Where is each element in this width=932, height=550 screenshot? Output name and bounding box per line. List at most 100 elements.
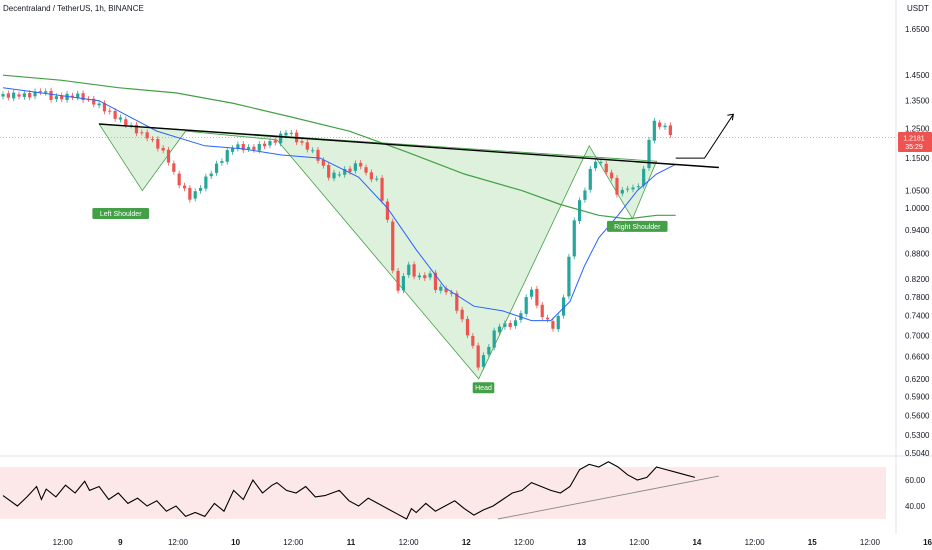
- candle-body: [263, 143, 267, 147]
- rsi-pane[interactable]: [0, 461, 886, 520]
- candle-body: [81, 93, 85, 101]
- price-tick-label: 0.7800: [905, 293, 930, 302]
- time-tick-label: 12:00: [168, 538, 189, 547]
- price-tick-label: 1.6500: [905, 25, 930, 34]
- candle-body: [311, 150, 315, 152]
- time-axis[interactable]: 12:00 9 12:00 10 12:00 11 12:00 12 12:00 13 12:00 1…: [53, 538, 932, 547]
- price-tick-label: 0.7000: [905, 332, 930, 341]
- candle-body: [658, 122, 662, 127]
- price-tick-label: 1.4500: [905, 71, 930, 80]
- candle-body: [364, 167, 368, 173]
- price-tick-label: 1.2500: [905, 124, 930, 133]
- candle-body: [268, 141, 272, 146]
- time-tick-label: 12:00: [629, 538, 650, 547]
- candle-body: [412, 264, 416, 277]
- candle-body: [198, 187, 203, 191]
- candle-body: [97, 103, 101, 106]
- candle-body: [60, 95, 64, 100]
- candle-body: [188, 187, 192, 200]
- candle-body: [316, 149, 320, 161]
- candle-body: [567, 256, 571, 297]
- price-pane[interactable]: Left Shoulder Head Right Shoulder: [0, 74, 896, 394]
- candle-body: [359, 162, 363, 167]
- candle-body: [620, 189, 624, 194]
- candle-body: [407, 264, 411, 276]
- candle-body: [636, 186, 640, 188]
- candle-body: [449, 292, 454, 294]
- candle-body: [535, 288, 539, 306]
- symbol-title: Decentraland / TetherUS, 1h, BINANCE: [3, 4, 144, 13]
- candle-body: [49, 90, 53, 100]
- time-tick-label: 13: [577, 538, 586, 547]
- candle-body: [492, 330, 496, 348]
- time-tick-label: 15: [808, 538, 817, 547]
- candle-body: [230, 148, 235, 152]
- candle-body: [241, 144, 245, 151]
- candle-body: [70, 95, 75, 98]
- projection-arrowhead: [727, 113, 734, 121]
- candle-body: [588, 168, 592, 190]
- candle-body: [369, 172, 373, 180]
- candle-body: [385, 201, 389, 220]
- candle-body: [556, 315, 560, 330]
- candle-body: [455, 293, 459, 311]
- candle-body: [6, 93, 10, 98]
- candle-body: [65, 93, 69, 101]
- rsi-axis[interactable]: 60.00 40.00: [905, 476, 926, 511]
- candle-body: [578, 200, 582, 222]
- price-tick-label: 0.5040: [905, 449, 930, 458]
- candle-body: [513, 320, 518, 326]
- candle-body: [140, 132, 144, 134]
- candle-body: [551, 321, 555, 329]
- candle-body: [305, 142, 309, 150]
- candle-body: [113, 110, 117, 119]
- rsi-tick-label: 40.00: [905, 502, 926, 511]
- price-tick-label: 0.6600: [905, 353, 930, 362]
- candle-body: [647, 139, 651, 169]
- candle-body: [102, 103, 107, 112]
- candle-body: [524, 297, 528, 314]
- price-tick-label: 0.5600: [905, 411, 930, 420]
- pattern-labels: Left Shoulder Head Right Shoulder: [92, 207, 668, 394]
- candle-body: [508, 322, 512, 327]
- candle-body: [161, 147, 165, 151]
- candle-body: [428, 273, 432, 278]
- pattern-label-bg: [92, 207, 150, 219]
- price-tick-label: 0.9400: [905, 226, 930, 235]
- rsi-lines: [2, 461, 719, 520]
- candle-body: [375, 178, 379, 180]
- time-tick-label: 12:00: [745, 538, 766, 547]
- time-tick-label: 16: [923, 538, 932, 547]
- time-tick-label: 12:00: [53, 538, 74, 547]
- price-axis[interactable]: 1.6500 1.4500 1.3500 1.2500 1.1500 1.0500 1.00…: [905, 25, 930, 458]
- candle-body: [610, 172, 614, 179]
- candle-body: [599, 162, 603, 164]
- candle-body: [471, 336, 475, 346]
- candle-body: [76, 93, 80, 98]
- price-tag-background: [898, 132, 932, 152]
- neckline: [99, 123, 719, 169]
- time-tick-label: 9: [118, 538, 123, 547]
- candle-body: [417, 275, 422, 278]
- candle-body: [289, 132, 293, 134]
- time-tick-label: 12:00: [399, 538, 420, 547]
- candle-body: [626, 188, 630, 190]
- candle-body: [594, 161, 598, 169]
- candle-body: [118, 117, 123, 120]
- projection-arrow: [675, 113, 734, 159]
- candles: [1, 88, 672, 371]
- candle-body: [108, 110, 112, 112]
- candle-body: [44, 91, 48, 93]
- time-tick-label: 12:00: [860, 538, 881, 547]
- candle-body: [583, 190, 587, 200]
- candle-body: [209, 173, 213, 177]
- candle-body: [279, 133, 283, 144]
- candle-body: [663, 125, 667, 128]
- candle-body: [156, 139, 160, 149]
- candle-body: [337, 174, 341, 176]
- current-price-text: 1.2181: [903, 136, 925, 143]
- currency-label: USDT: [907, 4, 929, 13]
- price-tick-label: 1.1500: [905, 154, 930, 163]
- candle-body: [225, 150, 229, 162]
